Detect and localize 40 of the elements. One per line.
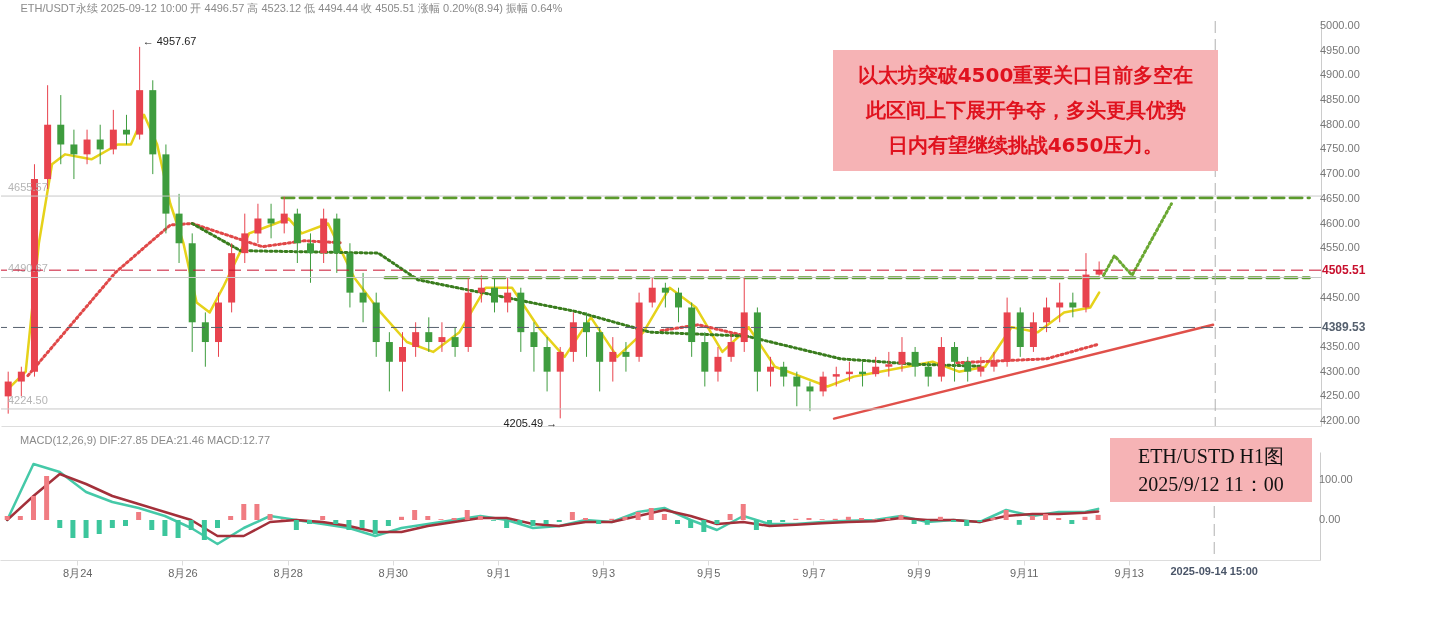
y-tick-label: 4850.00 (1320, 93, 1360, 106)
chart-title: MACD(12,26,9) DIF:27.85 DEA:21.46 MACD:12.77 (20, 433, 271, 446)
x-tick-label: 8月28 (273, 566, 303, 579)
x-tick-label: 9月1 (486, 566, 511, 579)
x-tick-label: 9月9 (907, 566, 931, 579)
y-tick-label: 4250.00 (1320, 389, 1360, 402)
ref-line-label: 4505.51 (1322, 263, 1366, 278)
y-tick-label: 4950.00 (1320, 43, 1360, 56)
x-tick-label: 9月11 (1009, 566, 1039, 579)
annotation: 以太坊突破4500重要关口目前多空在 (856, 62, 1195, 89)
x-tick-label: 9月5 (697, 566, 721, 579)
chart-title: ETH/USDT永续 2025-09-12 10:00 开 4496.57 高 4523.12 低 4494.44 收 4505.51 涨幅 0.20%(8.94) 振幅 0.64% (20, 1, 563, 14)
y-tick-label: 4800.00 (1320, 117, 1360, 130)
x-tick-label: 9月13 (1114, 566, 1144, 579)
ref-line-label: 2025-09-14 15:00 (1170, 565, 1258, 577)
y-tick-label: 4750.00 (1320, 142, 1360, 155)
annotation: 此区间上下展开争夺，多头更具优势 (864, 97, 1187, 124)
annotation: ETH/USTD H1图 (1136, 444, 1286, 469)
y-tick-label: 4200.00 (1320, 414, 1360, 427)
y-tick-label: 4700.00 (1320, 167, 1360, 180)
y-tick-label: 4450.00 (1320, 290, 1360, 303)
ref-line-label: 4389.53 (1322, 320, 1366, 335)
y-tick-label: 0.00 (1319, 513, 1341, 525)
y-tick-label: 5000.00 (1320, 18, 1360, 31)
x-tick-label: 8月26 (168, 566, 198, 579)
y-tick-label: 4300.00 (1320, 364, 1360, 377)
x-tick-label: 9月3 (591, 566, 616, 579)
annotation: 日内有望继续挑战4650压力。 (886, 132, 1165, 159)
x-tick-label: 8月24 (63, 566, 93, 579)
annotation: 2025/9/12 11：00 (1137, 472, 1285, 497)
x-tick-label: 9月7 (802, 566, 826, 579)
y-tick-label: 4550.00 (1320, 241, 1360, 254)
y-tick-label: 4600.00 (1320, 216, 1360, 229)
y-tick-label: 100.00 (1319, 473, 1353, 485)
y-tick-label: 4650.00 (1320, 191, 1360, 204)
annotation: 4205.49 → (503, 417, 558, 430)
y-tick-label: 4900.00 (1320, 68, 1360, 81)
x-tick-label: 8月30 (378, 566, 408, 579)
y-tick-label: 4350.00 (1320, 339, 1360, 352)
annotation: ← 4957.67 (142, 34, 197, 47)
